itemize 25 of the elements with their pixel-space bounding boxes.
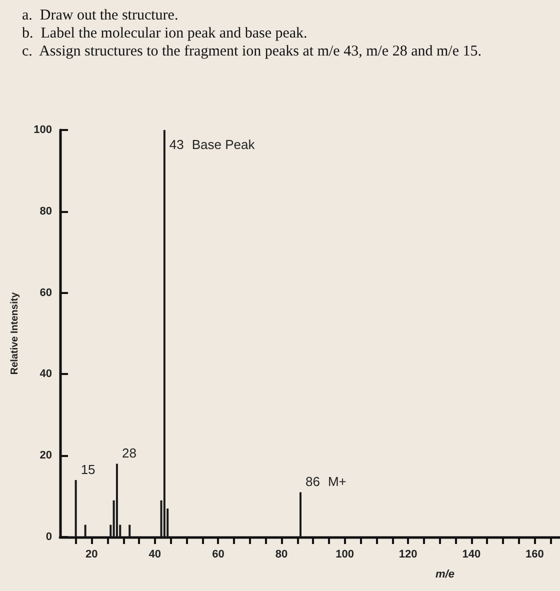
y-tick-label: 0: [46, 531, 52, 543]
annotation: 28: [122, 446, 136, 461]
y-tick-label: 100: [34, 124, 52, 136]
y-tick-label: 60: [40, 286, 52, 299]
y-axis-title: Relative Intensity: [10, 292, 20, 375]
y-tick-label: 80: [40, 205, 52, 218]
text: b. Label the molecular ion peak and base peak.: [22, 26, 308, 42]
annotation: 43: [169, 137, 184, 152]
x-axis-title: m/e: [436, 568, 454, 580]
x-tick-label: 40: [148, 548, 162, 560]
x-tick-label: 20: [86, 548, 98, 560]
x-tick-label: 160: [526, 548, 544, 560]
annotation: 15: [80, 462, 96, 478]
annotation: M+: [328, 474, 346, 490]
x-tick-label: 120: [398, 548, 418, 560]
y-tick-label: 40: [40, 368, 52, 380]
x-tick-label: 140: [462, 548, 481, 560]
x-tick-label: 60: [212, 548, 224, 560]
text: a. Draw out the structure.: [22, 8, 178, 24]
y-tick-label: 20: [40, 450, 52, 462]
x-tick-label: 80: [275, 548, 288, 560]
annotation: 86: [306, 474, 320, 490]
x-tick-label: 100: [336, 548, 354, 560]
annotation: Base Peak: [192, 137, 256, 152]
text: c. Assign structures to the fragment ion peaks at m/e 43, m/e 28 and m/e 15.: [22, 44, 482, 60]
